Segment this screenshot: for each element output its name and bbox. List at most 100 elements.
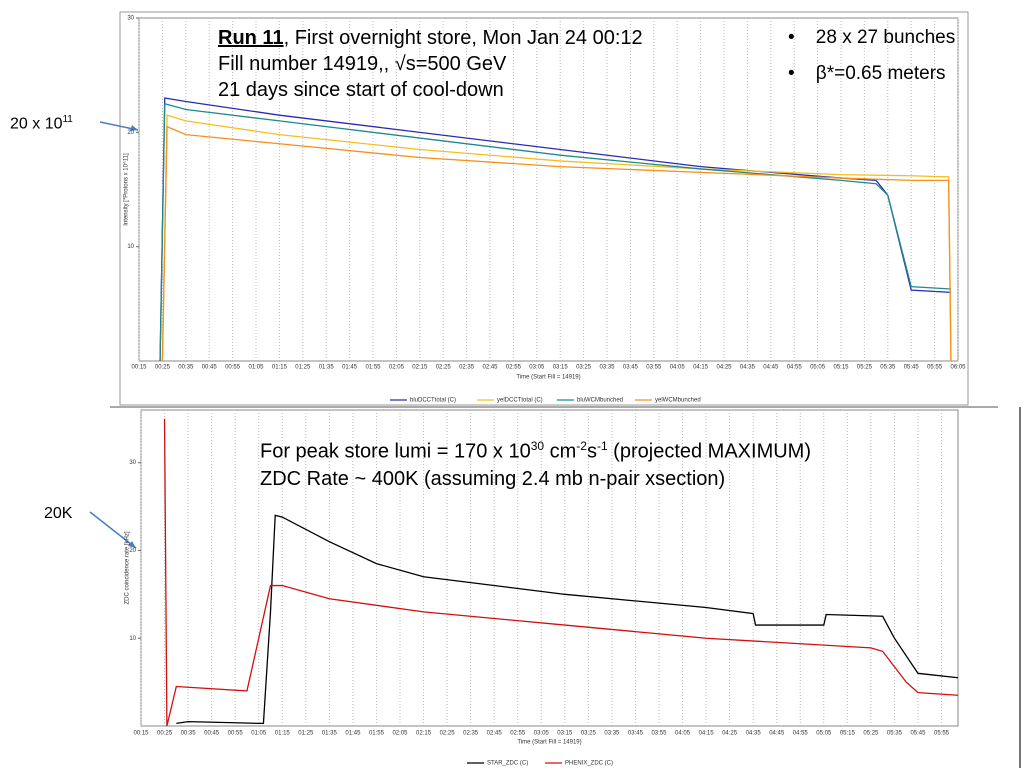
x-tick-label: 05:55 [934,731,950,737]
x-tick-label: 00:55 [228,731,244,737]
x-tick-label: 03:45 [628,731,644,737]
y-axis-label: Intensity [*Protons x 10^11] [124,153,130,226]
x-tick-label: 06:05 [950,365,966,371]
arrow-label: 20K [44,505,73,522]
series-line [161,125,952,362]
zdc: ZDC Rate ~ 400K (assuming 2.4 mb n-pair … [260,468,726,490]
x-tick-label: 05:05 [816,731,832,737]
x-tick-label: 02:45 [482,365,498,371]
arrow-head [128,541,136,548]
x-tick-label: 00:35 [181,731,197,737]
x-tick-label: 01:05 [251,731,267,737]
x-tick-label: 03:45 [623,365,639,371]
run-title: Run 11, First overnight store, Mon Jan 2… [218,26,643,50]
legend-label: PHENIX_ZDC (C) [565,761,613,767]
days: 21 days since start of cool-down [218,79,504,101]
bullet-text: 28 x 27 bunches [815,27,956,48]
x-tick-label: 02:05 [392,731,408,737]
x-tick-label: 02:45 [487,731,503,737]
x-tick-label: 03:25 [576,365,592,371]
x-tick-label: 00:15 [133,731,149,737]
legend-label: STAR_ZDC (C) [487,761,528,767]
x-tick-label: 01:25 [298,731,314,737]
x-tick-label: 00:45 [204,731,220,737]
x-tick-label: 02:15 [416,731,432,737]
x-tick-label: 01:15 [275,731,291,737]
x-tick-label: 01:35 [319,365,335,371]
x-tick-label: 04:35 [740,365,756,371]
x-tick-label: 05:25 [857,365,873,371]
x-tick-label: 04:15 [693,365,709,371]
arrow-label: 20 x 1011 [10,108,73,136]
x-tick-label: 04:25 [722,731,738,737]
x-tick-label: 00:55 [225,365,241,371]
x-tick-label: 04:15 [699,731,715,737]
x-tick-label: 05:45 [910,731,926,737]
y-tick-label: 10 [127,244,134,250]
x-tick-label: 04:45 [769,731,785,737]
y-tick-label: 10 [129,636,136,642]
x-tick-label: 01:55 [369,731,385,737]
x-tick-label: 02:55 [510,731,526,737]
series-line [176,514,959,725]
x-tick-label: 05:35 [887,731,903,737]
x-tick-label: 01:25 [295,365,311,371]
y-tick-label: 30 [129,460,136,466]
arrow [89,511,137,549]
t: For peak store lumi = 170 x 10 [260,440,531,463]
series-line [161,114,952,362]
y-tick-label: 30 [127,16,134,22]
x-tick-label: 00:45 [202,365,218,371]
x-tick-label: 05:45 [904,365,920,371]
x-tick-label: 02:15 [412,365,428,371]
legend-label: yelWCMbunched [655,398,701,404]
y-tick-label: 20 [127,130,134,136]
x-tick-label: 01:45 [345,731,361,737]
bullet: • β*=0.65 meters [788,63,946,84]
x-tick-label: 01:15 [272,365,288,371]
plot-area [140,409,959,727]
x-tick-label: 03:35 [599,365,615,371]
x-tick-label: 02:25 [440,731,456,737]
t: 30 [530,439,545,453]
x-tick-label: 05:55 [927,365,943,371]
x-tick-label: 05:15 [833,365,849,371]
x-tick-label: 01:35 [322,731,338,737]
t: s [586,440,597,463]
legend-label: bluDCCTtotal (C) [410,398,456,404]
bullet-text: β*=0.65 meters [815,63,946,84]
run-text: , First overnight store, Mon Jan 24 00:1… [283,27,643,49]
x-tick-label: 02:25 [436,365,452,371]
x-tick-label: 05:25 [863,731,879,737]
x-axis-label: Time (Start Fill = 14919) [517,740,581,746]
x-tick-label: 00:15 [131,365,147,371]
x-tick-label: 02:35 [459,365,475,371]
x-tick-label: 05:05 [810,365,826,371]
x-tick-label: 05:15 [840,731,856,737]
x-tick-label: 02:55 [506,365,522,371]
x-tick-label: 00:35 [178,365,194,371]
t: (projected MAXIMUM) [607,440,811,463]
x-tick-label: 01:45 [342,365,358,371]
sup: 11 [62,114,73,125]
x-tick-label: 04:25 [716,365,732,371]
series-line [159,102,952,362]
run: Run 11 [218,27,284,49]
fill: Fill number 14919,, √s=500 GeV [218,53,507,75]
series-line [163,418,959,727]
y-tick-label: 20 [129,548,136,554]
t: -1 [596,439,608,453]
x-tick-label: 03:05 [534,731,550,737]
lumi: For peak store lumi = 170 x 1030 cm-2s-1… [260,434,811,464]
x-tick-label: 03:55 [646,365,662,371]
label: 20 x 10 [10,115,63,133]
x-tick-label: 03:15 [557,731,573,737]
x-tick-label: 00:25 [157,731,173,737]
top-frame [119,11,969,406]
bullet: • 28 x 27 bunches [788,27,956,48]
arrow-head [130,125,138,131]
x-tick-label: 04:45 [763,365,779,371]
x-tick-label: 03:05 [529,365,545,371]
x-tick-label: 05:35 [880,365,896,371]
